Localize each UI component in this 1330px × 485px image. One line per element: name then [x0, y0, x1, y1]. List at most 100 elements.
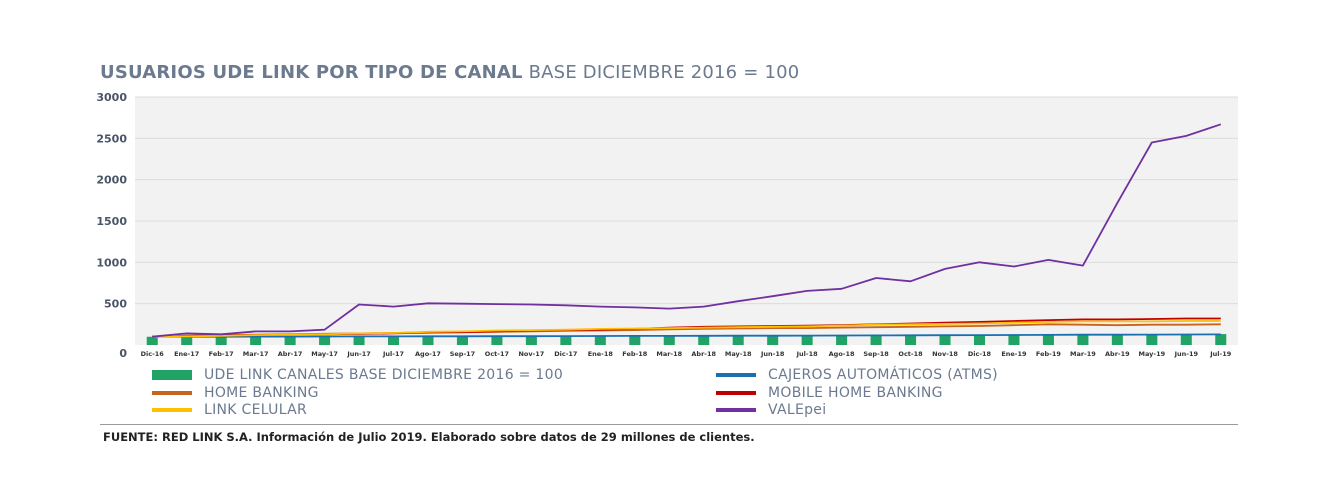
- legend-swatch-link-celular: [152, 408, 192, 412]
- legend-swatch-mobile-home-banking: [716, 391, 756, 395]
- bar: [146, 336, 158, 345]
- bar: [1042, 334, 1054, 345]
- x-tick-label: Mar-17: [243, 350, 269, 358]
- bar: [491, 335, 503, 345]
- bar: [560, 335, 572, 345]
- legend-item-atms: CAJEROS AUTOMÁTICOS (ATMS): [716, 366, 998, 384]
- legend-label-valepei: VALEpei: [768, 402, 827, 418]
- bar: [388, 336, 400, 345]
- legend-label-home-banking: HOME BANKING: [204, 385, 319, 401]
- bar: [836, 334, 848, 345]
- bar: [1077, 334, 1089, 345]
- bar: [767, 335, 779, 345]
- series-line-atms: [152, 333, 1221, 338]
- bar: [870, 334, 882, 345]
- x-tick-label: Abr-19: [1105, 350, 1130, 358]
- legend-label-mobile-home-banking: MOBILE HOME BANKING: [768, 385, 943, 401]
- legend-swatch-bars: [152, 370, 192, 380]
- y-tick-label: 3000: [96, 91, 127, 104]
- x-tick-label: Jul-19: [1209, 350, 1231, 358]
- x-tick-label: Jun-17: [346, 350, 370, 358]
- x-tick-label: Ene-19: [1001, 350, 1027, 358]
- bar: [939, 334, 951, 345]
- x-tick-label: Mar-19: [1070, 350, 1096, 358]
- x-tick-label: Ene-18: [588, 350, 614, 358]
- legend: UDE LINK CANALES BASE DICIEMBRE 2016 = 1…: [148, 366, 1238, 420]
- legend-label-atms: CAJEROS AUTOMÁTICOS (ATMS): [768, 367, 998, 383]
- y-tick-label: 1000: [96, 256, 127, 269]
- grid-lines: [135, 96, 1238, 345]
- legend-label-bars: UDE LINK CANALES BASE DICIEMBRE 2016 = 1…: [204, 367, 564, 383]
- x-tick-label: Abr-18: [691, 350, 716, 358]
- bar: [422, 336, 434, 345]
- bar: [1215, 334, 1227, 345]
- bar: [594, 335, 606, 345]
- x-tick-label: Jul-18: [796, 350, 818, 358]
- x-tick-label: May-19: [1139, 350, 1166, 358]
- legend-item-mobile-home-banking: MOBILE HOME BANKING: [716, 384, 943, 402]
- bar: [181, 336, 193, 345]
- y-tick-label: 2000: [96, 174, 127, 187]
- x-tick-label: Dic-17: [554, 350, 577, 358]
- legend-item-valepei: VALEpei: [716, 401, 826, 419]
- y-tick-label: 2500: [96, 132, 127, 145]
- bar: [732, 335, 744, 345]
- y-tick-label: 1500: [96, 215, 127, 228]
- x-axis-ticks: Dic-16 Ene-17 Feb-17 Mar-17 Abr-17 May-17 Jun-…: [141, 350, 1232, 358]
- series-line-link-celular: [152, 320, 1221, 338]
- x-tick-label: May-17: [311, 350, 338, 358]
- bar: [663, 335, 675, 345]
- line-series: [152, 123, 1222, 338]
- y-axis-ticks: 0 500 1000 1500 2000 2500 3000: [96, 91, 127, 360]
- x-tick-label: Ago-17: [415, 350, 441, 358]
- bar: [319, 336, 331, 345]
- chart-title-sub: BASE DICIEMBRE 2016 = 100: [528, 62, 800, 83]
- legend-swatch-home-banking: [152, 391, 192, 395]
- bar: [801, 335, 813, 345]
- bar: [525, 335, 537, 345]
- x-tick-label: Mar-18: [656, 350, 682, 358]
- series-line-valepei: [152, 123, 1222, 338]
- bar: [1180, 334, 1192, 345]
- legend-item-link-celular: LINK CELULAR: [152, 401, 307, 419]
- legend-label-link-celular: LINK CELULAR: [204, 402, 308, 418]
- legend-item-bars: UDE LINK CANALES BASE DICIEMBRE 2016 = 1…: [152, 366, 563, 384]
- bar: [353, 336, 365, 345]
- chart-title: USUARIOS UDE LINK POR TIPO DE CANAL BASE…: [100, 62, 799, 83]
- x-tick-label: Abr-17: [278, 350, 303, 358]
- x-tick-label: Sep-18: [863, 350, 889, 358]
- x-tick-label: Feb-18: [622, 350, 647, 358]
- x-tick-label: Jun-18: [760, 350, 785, 358]
- bar: [215, 336, 227, 345]
- x-tick-label: Jul-17: [382, 350, 404, 358]
- bar: [629, 335, 641, 345]
- x-tick-label: Nov-17: [518, 350, 544, 358]
- x-tick-label: Dic-18: [968, 350, 992, 358]
- bar-series: [146, 334, 1227, 345]
- bar: [1146, 334, 1158, 345]
- y-tick-label: 0: [119, 347, 127, 360]
- legend-swatch-atms: [716, 373, 756, 377]
- bar: [698, 335, 710, 345]
- source-divider: [100, 424, 1238, 425]
- bar: [1008, 334, 1020, 345]
- x-tick-label: Ago-18: [829, 350, 855, 358]
- bar: [250, 336, 262, 345]
- x-tick-label: Nov-18: [932, 350, 958, 358]
- x-tick-label: Jun-19: [1174, 350, 1199, 358]
- x-tick-label: Sep-17: [450, 350, 476, 358]
- bar: [973, 334, 985, 345]
- legend-item-home-banking: HOME BANKING: [152, 384, 319, 402]
- bar: [456, 335, 468, 345]
- x-tick-label: Feb-19: [1036, 350, 1061, 358]
- x-tick-label: Oct-17: [485, 350, 509, 358]
- x-tick-label: Dic-16: [141, 350, 165, 358]
- source-note: FUENTE: RED LINK S.A. Información de Jul…: [103, 430, 755, 444]
- x-tick-label: May-18: [725, 350, 752, 358]
- x-tick-label: Ene-17: [174, 350, 199, 358]
- legend-swatch-valepei: [716, 408, 756, 412]
- x-tick-label: Feb-17: [209, 350, 234, 358]
- bar: [905, 334, 917, 345]
